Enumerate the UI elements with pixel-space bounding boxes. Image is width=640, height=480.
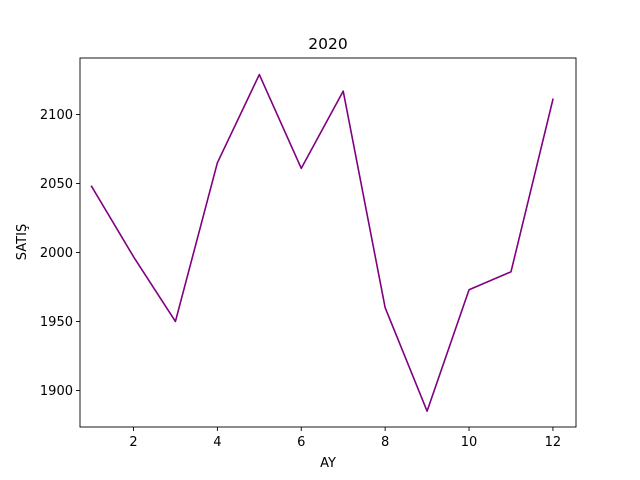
plot-frame	[79, 57, 577, 428]
y-tick-label-2100: 2100	[40, 108, 73, 123]
y-tick-label-1950: 1950	[40, 315, 73, 330]
y-tick-label-2000: 2000	[40, 246, 73, 261]
x-tick-label-10: 10	[461, 435, 478, 450]
y-tick-label-1900: 1900	[40, 384, 73, 399]
x-tick-label-2: 2	[129, 435, 137, 450]
plot-area: 2 4 6 8 10 12 1900 1950 2000 2050 2100	[40, 57, 577, 450]
chart-title: 2020	[308, 35, 347, 53]
x-tick-label-6: 6	[297, 435, 305, 450]
series-line-0	[90, 73, 554, 412]
x-tick-label-4: 4	[213, 435, 221, 450]
x-tick-label-8: 8	[381, 435, 389, 450]
y-axis-label: SATIŞ	[15, 224, 30, 260]
x-tick-label-12: 12	[545, 435, 562, 450]
y-tick-label-2050: 2050	[40, 177, 73, 192]
x-axis-label: AY	[320, 456, 336, 471]
